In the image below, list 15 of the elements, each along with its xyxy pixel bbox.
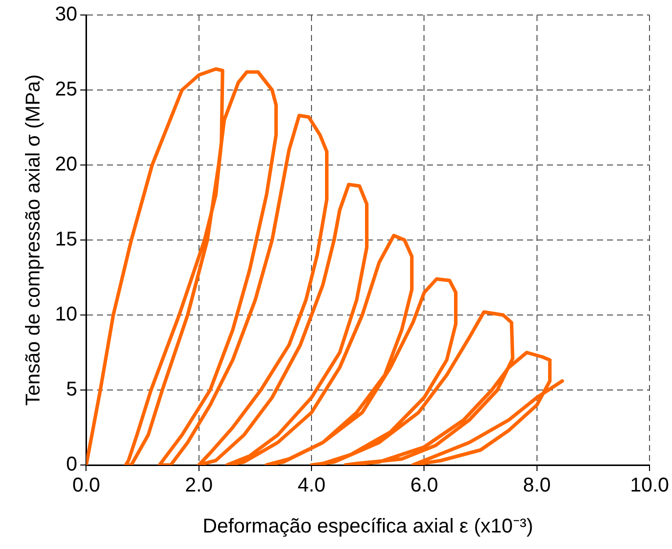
- y-tick-label: 30: [54, 4, 78, 26]
- y-tick-label: 15: [54, 228, 78, 251]
- y-tick-label: 0: [66, 454, 78, 476]
- x-tick-label: 2.0: [185, 474, 213, 497]
- x-tick-label: 0.0: [72, 474, 100, 497]
- y-tick-label: 5: [66, 378, 78, 401]
- x-tick-label: 8.0: [522, 474, 551, 497]
- x-tick-label: 10.0: [630, 474, 670, 497]
- y-tick-label: 25: [54, 78, 78, 101]
- y-axis-title: Tensão de compressão axial σ (MPa): [22, 74, 45, 406]
- x-tick-label: 6.0: [410, 474, 438, 497]
- y-tick-label: 10: [54, 304, 78, 326]
- x-axis-title: Deformação específica axial ε (x10⁻³): [202, 516, 534, 538]
- y-tick-label: 20: [54, 154, 78, 176]
- x-tick-label: 4.0: [298, 474, 326, 497]
